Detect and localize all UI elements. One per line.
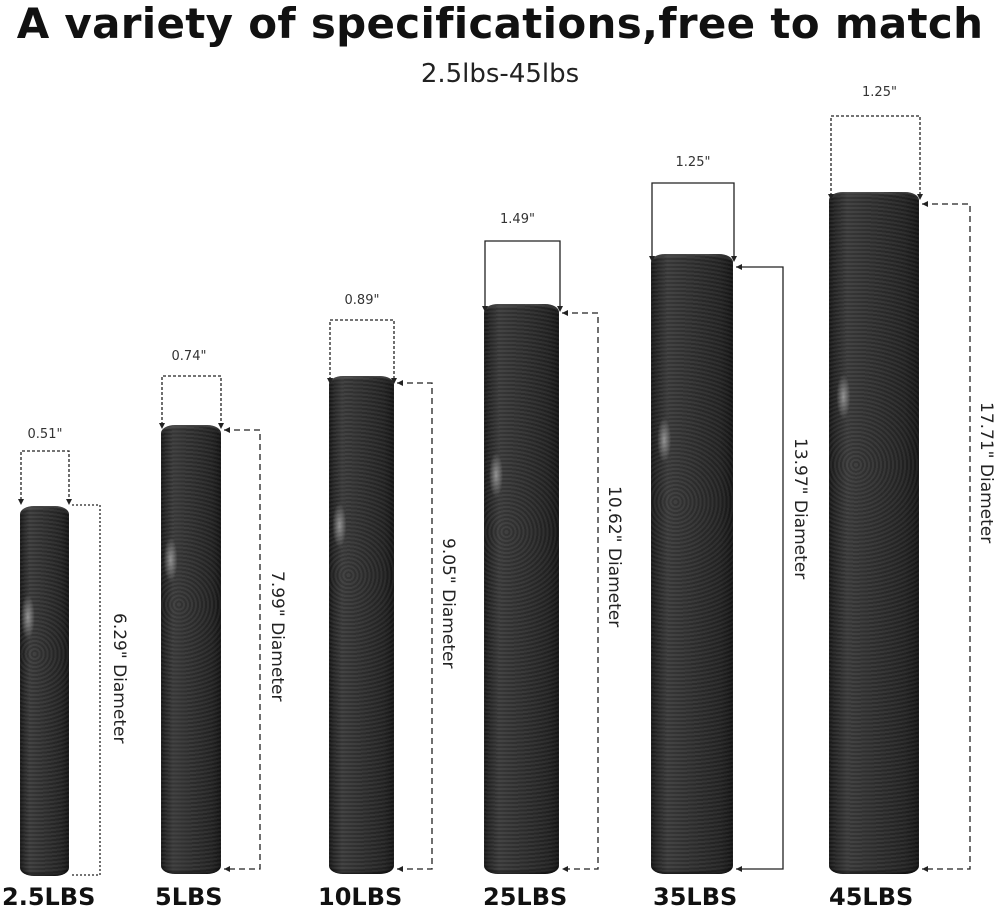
diameter-label-25lbs: 10.62" Diameter bbox=[604, 486, 624, 628]
plate-10lbs bbox=[329, 376, 394, 874]
diameter-label-10lbs: 9.05" Diameter bbox=[438, 538, 458, 669]
weight-label-25lbs: 25LBS bbox=[483, 883, 568, 911]
weight-label-2-5lbs: 2.5LBS bbox=[2, 883, 96, 911]
plate-25lbs bbox=[484, 304, 559, 874]
thickness-label-45lbs: 1.25" bbox=[862, 85, 897, 100]
weight-range-subtitle: 2.5lbs-45lbs bbox=[420, 59, 580, 89]
thickness-label-25lbs: 1.49" bbox=[500, 212, 535, 227]
thickness-label-10lbs: 0.89" bbox=[344, 293, 380, 308]
diameter-label-35lbs: 13.97" Diameter bbox=[790, 438, 810, 580]
diameter-label-2-5lbs: 6.29" Diameter bbox=[109, 613, 129, 744]
thickness-label-2-5lbs: 0.51" bbox=[27, 427, 63, 442]
weight-label-5lbs: 5LBS bbox=[155, 883, 223, 911]
weight-label-10lbs: 10LBS bbox=[318, 883, 403, 911]
plate-35lbs bbox=[651, 254, 733, 874]
page-title: A variety of specifications,free to matc… bbox=[16, 0, 984, 48]
plate-5lbs bbox=[161, 425, 221, 874]
weight-label-45lbs: 45LBS bbox=[829, 883, 914, 911]
diameter-label-5lbs: 7.99" Diameter bbox=[267, 571, 287, 702]
plate-2-5lbs bbox=[20, 506, 69, 876]
weight-label-35lbs: 35LBS bbox=[653, 883, 738, 911]
diameter-label-45lbs: 17.71" Diameter bbox=[976, 402, 996, 544]
thickness-label-5lbs: 0.74" bbox=[171, 349, 207, 364]
thickness-label-35lbs: 1.25" bbox=[675, 155, 711, 170]
plate-45lbs bbox=[829, 192, 919, 874]
